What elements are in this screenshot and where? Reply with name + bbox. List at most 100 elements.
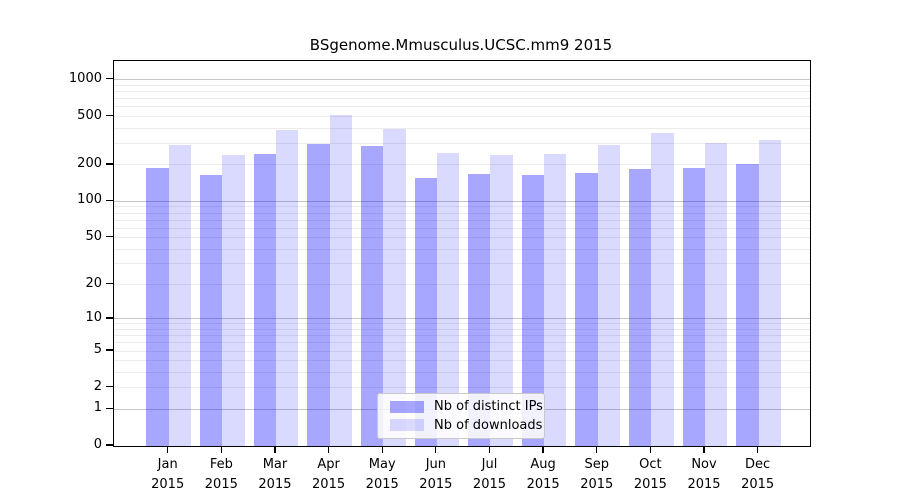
legend-swatch-distinct-ips (390, 401, 424, 413)
gridline-70 (114, 219, 810, 221)
bar-downloads-dec (758, 140, 781, 446)
bar-distinct-ips-nov (682, 167, 705, 446)
gridline-300 (114, 143, 810, 145)
x-tick-mark-oct (649, 446, 652, 454)
bar-downloads-jan (168, 145, 191, 446)
x-tick-label-mar: Mar 2015 (258, 457, 292, 492)
x-tick-mark-aug (542, 446, 544, 454)
x-tick-label-jul: Jul 2015 (472, 457, 507, 492)
bar-downloads-feb (222, 155, 245, 446)
y-tick-label-20: 20 (85, 275, 102, 291)
y-tick-label-0: 0 (93, 437, 102, 452)
legend-swatch-downloads (390, 419, 424, 431)
x-tick-mark-apr (327, 446, 330, 454)
bar-distinct-ips-oct (629, 169, 652, 446)
bar-distinct-ips-jul (468, 173, 491, 446)
x-tick-label-jan: Jan 2015 (151, 457, 185, 492)
bar-distinct-ips-aug (521, 175, 545, 446)
bar-distinct-ips-mar (253, 154, 276, 446)
gridline-700 (114, 98, 810, 100)
legend-label-downloads: Nb of downloads (434, 417, 543, 433)
x-tick-label-sep: Sep 2015 (580, 457, 614, 492)
bar-distinct-ips-sep (575, 172, 598, 446)
x-tick-mark-mar (274, 446, 276, 454)
y-tick-label-2: 2 (93, 378, 102, 394)
gridline-500 (114, 116, 810, 118)
gridline-800 (114, 91, 810, 93)
x-tick-mark-dec (756, 446, 759, 454)
bar-downloads-oct (651, 133, 674, 446)
x-tick-label-apr: Apr 2015 (312, 457, 346, 492)
y-tick-mark-5 (106, 349, 113, 351)
x-tick-mark-sep (596, 446, 598, 454)
x-tick-mark-jul (488, 446, 491, 454)
gridline-8 (114, 329, 810, 331)
bar-downloads-nov (705, 142, 728, 446)
y-tick-label-200: 200 (77, 155, 102, 171)
bar-distinct-ips-jan (146, 167, 169, 446)
y-tick-mark-200 (106, 163, 113, 165)
gridline-5 (114, 350, 810, 352)
y-tick-mark-10 (106, 317, 113, 319)
bar-downloads-sep (597, 145, 621, 446)
x-tick-label-nov: Nov 2015 (687, 457, 721, 492)
gridline-7 (114, 335, 810, 337)
bar-distinct-ips-may (360, 146, 384, 446)
bar-distinct-ips-feb (200, 175, 223, 446)
chart-title: BSgenome.Mmusculus.UCSC.mm9 2015 (309, 36, 613, 54)
bar-downloads-apr (329, 114, 352, 446)
x-tick-label-aug: Aug 2015 (526, 457, 560, 492)
bar-downloads-mar (275, 129, 299, 446)
gridline-900 (114, 84, 810, 86)
y-tick-mark-50 (106, 235, 113, 238)
gridline-200 (114, 164, 810, 166)
x-tick-label-dec: Dec 2015 (741, 457, 775, 492)
gridline-3 (114, 372, 810, 374)
x-tick-label-feb: Feb 2015 (204, 457, 238, 492)
legend: Nb of distinct IPs Nb of downloads (377, 393, 545, 439)
gridline-40 (114, 248, 810, 250)
gridline-50 (114, 237, 810, 239)
y-tick-mark-500 (106, 114, 113, 117)
y-tick-label-100: 100 (77, 192, 102, 208)
gridline-2 (114, 387, 810, 389)
gridline-90 (114, 206, 810, 208)
bars-layer (114, 61, 810, 446)
x-tick-mark-jun (435, 446, 437, 454)
y-tick-label-500: 500 (77, 107, 102, 123)
gridline-400 (114, 127, 810, 129)
y-tick-mark-20 (106, 282, 113, 285)
x-tick-mark-may (381, 446, 383, 454)
gridline-1000 (114, 79, 810, 81)
bar-downloads-jun (436, 153, 460, 446)
legend-item-distinct-ips: Nb of distinct IPs (390, 399, 543, 414)
legend-item-downloads: Nb of downloads (390, 418, 542, 433)
gridline-10 (114, 318, 810, 320)
x-tick-mark-jan (167, 446, 169, 454)
y-tick-mark-1000 (106, 78, 113, 80)
grid-layer (114, 61, 810, 446)
plot-area (113, 60, 811, 447)
x-tick-label-may: May 2015 (365, 457, 399, 492)
x-tick-label-oct: Oct 2015 (633, 457, 667, 492)
x-tick-mark-nov (703, 446, 705, 454)
bar-downloads-jul (490, 155, 513, 446)
gridline-30 (114, 263, 810, 265)
y-tick-mark-100 (106, 199, 113, 202)
bar-distinct-ips-jun (414, 178, 437, 446)
y-tick-label-10: 10 (85, 309, 102, 325)
x-tick-label-jun: Jun 2015 (419, 457, 453, 492)
gridline-100 (114, 200, 810, 202)
y-tick-mark-0 (106, 444, 113, 446)
bar-downloads-aug (544, 154, 567, 446)
y-tick-mark-1 (106, 407, 113, 409)
gridline-4 (114, 360, 810, 362)
bar-distinct-ips-apr (307, 143, 330, 446)
gridline-6 (114, 342, 810, 344)
gridline-9 (114, 323, 810, 325)
legend-label-distinct-ips: Nb of distinct IPs (434, 399, 543, 415)
gridline-80 (114, 212, 810, 214)
x-tick-mark-feb (220, 446, 222, 454)
y-tick-label-5: 5 (93, 342, 102, 358)
